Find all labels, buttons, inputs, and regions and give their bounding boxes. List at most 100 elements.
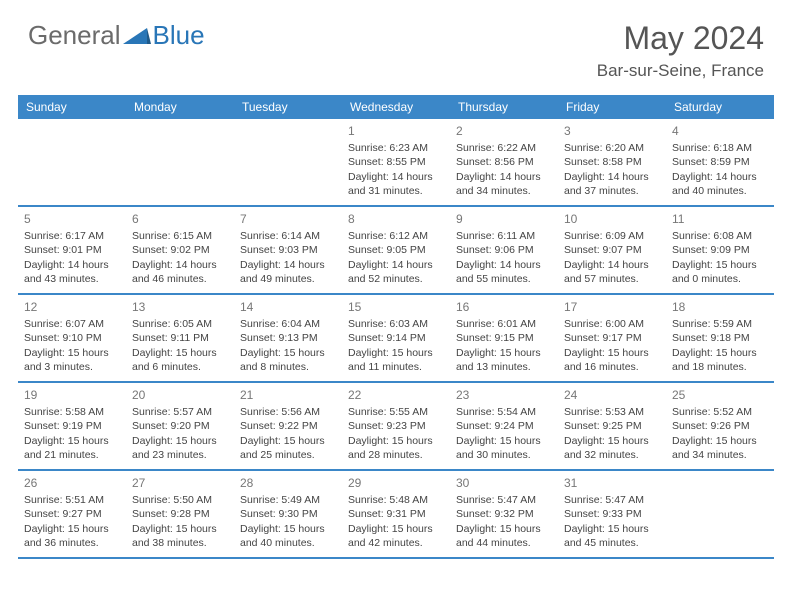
daylight-text: Daylight: 15 hours and 38 minutes. bbox=[132, 522, 228, 550]
logo-text-blue: Blue bbox=[153, 20, 205, 51]
weekday-header: Wednesday bbox=[342, 95, 450, 119]
sunset-text: Sunset: 8:55 PM bbox=[348, 155, 444, 169]
sunrise-text: Sunrise: 5:52 AM bbox=[672, 405, 768, 419]
sunset-text: Sunset: 9:25 PM bbox=[564, 419, 660, 433]
sunset-text: Sunset: 8:56 PM bbox=[456, 155, 552, 169]
sunrise-text: Sunrise: 5:53 AM bbox=[564, 405, 660, 419]
sunrise-text: Sunrise: 5:51 AM bbox=[24, 493, 120, 507]
daylight-text: Daylight: 14 hours and 31 minutes. bbox=[348, 170, 444, 198]
day-number: 13 bbox=[132, 299, 228, 315]
sunset-text: Sunset: 9:11 PM bbox=[132, 331, 228, 345]
daylight-text: Daylight: 15 hours and 18 minutes. bbox=[672, 346, 768, 374]
week-row: 19Sunrise: 5:58 AMSunset: 9:19 PMDayligh… bbox=[18, 383, 774, 471]
sunrise-text: Sunrise: 5:55 AM bbox=[348, 405, 444, 419]
day-cell: 20Sunrise: 5:57 AMSunset: 9:20 PMDayligh… bbox=[126, 383, 234, 469]
sunset-text: Sunset: 9:30 PM bbox=[240, 507, 336, 521]
day-cell: 12Sunrise: 6:07 AMSunset: 9:10 PMDayligh… bbox=[18, 295, 126, 381]
daylight-text: Daylight: 15 hours and 23 minutes. bbox=[132, 434, 228, 462]
page-header: General Blue May 2024 Bar-sur-Seine, Fra… bbox=[0, 0, 792, 89]
sunset-text: Sunset: 9:27 PM bbox=[24, 507, 120, 521]
day-cell: 17Sunrise: 6:00 AMSunset: 9:17 PMDayligh… bbox=[558, 295, 666, 381]
day-number: 6 bbox=[132, 211, 228, 227]
sunrise-text: Sunrise: 5:47 AM bbox=[564, 493, 660, 507]
day-number: 28 bbox=[240, 475, 336, 491]
sunset-text: Sunset: 9:23 PM bbox=[348, 419, 444, 433]
sunset-text: Sunset: 9:20 PM bbox=[132, 419, 228, 433]
day-number: 12 bbox=[24, 299, 120, 315]
weekday-header-row: Sunday Monday Tuesday Wednesday Thursday… bbox=[18, 95, 774, 119]
sunrise-text: Sunrise: 6:12 AM bbox=[348, 229, 444, 243]
week-row: 12Sunrise: 6:07 AMSunset: 9:10 PMDayligh… bbox=[18, 295, 774, 383]
daylight-text: Daylight: 15 hours and 28 minutes. bbox=[348, 434, 444, 462]
sunset-text: Sunset: 9:10 PM bbox=[24, 331, 120, 345]
day-cell: 3Sunrise: 6:20 AMSunset: 8:58 PMDaylight… bbox=[558, 119, 666, 205]
sunrise-text: Sunrise: 5:49 AM bbox=[240, 493, 336, 507]
sunset-text: Sunset: 8:58 PM bbox=[564, 155, 660, 169]
day-number: 27 bbox=[132, 475, 228, 491]
sunrise-text: Sunrise: 6:03 AM bbox=[348, 317, 444, 331]
day-number: 23 bbox=[456, 387, 552, 403]
sunset-text: Sunset: 9:14 PM bbox=[348, 331, 444, 345]
daylight-text: Daylight: 14 hours and 40 minutes. bbox=[672, 170, 768, 198]
day-number: 29 bbox=[348, 475, 444, 491]
sunrise-text: Sunrise: 5:54 AM bbox=[456, 405, 552, 419]
weekday-header: Tuesday bbox=[234, 95, 342, 119]
sunrise-text: Sunrise: 6:18 AM bbox=[672, 141, 768, 155]
sunset-text: Sunset: 9:31 PM bbox=[348, 507, 444, 521]
logo: General Blue bbox=[28, 20, 205, 51]
sunrise-text: Sunrise: 6:11 AM bbox=[456, 229, 552, 243]
sunrise-text: Sunrise: 6:08 AM bbox=[672, 229, 768, 243]
sunset-text: Sunset: 9:15 PM bbox=[456, 331, 552, 345]
day-number: 11 bbox=[672, 211, 768, 227]
sunrise-text: Sunrise: 6:00 AM bbox=[564, 317, 660, 331]
daylight-text: Daylight: 15 hours and 25 minutes. bbox=[240, 434, 336, 462]
daylight-text: Daylight: 14 hours and 52 minutes. bbox=[348, 258, 444, 286]
day-cell: 24Sunrise: 5:53 AMSunset: 9:25 PMDayligh… bbox=[558, 383, 666, 469]
daylight-text: Daylight: 15 hours and 11 minutes. bbox=[348, 346, 444, 374]
day-number: 14 bbox=[240, 299, 336, 315]
daylight-text: Daylight: 15 hours and 6 minutes. bbox=[132, 346, 228, 374]
sunset-text: Sunset: 9:22 PM bbox=[240, 419, 336, 433]
sunset-text: Sunset: 9:26 PM bbox=[672, 419, 768, 433]
title-block: May 2024 Bar-sur-Seine, France bbox=[597, 20, 764, 81]
sunrise-text: Sunrise: 6:09 AM bbox=[564, 229, 660, 243]
day-cell: 14Sunrise: 6:04 AMSunset: 9:13 PMDayligh… bbox=[234, 295, 342, 381]
day-number: 22 bbox=[348, 387, 444, 403]
sunrise-text: Sunrise: 6:14 AM bbox=[240, 229, 336, 243]
day-cell: 2Sunrise: 6:22 AMSunset: 8:56 PMDaylight… bbox=[450, 119, 558, 205]
day-cell: 5Sunrise: 6:17 AMSunset: 9:01 PMDaylight… bbox=[18, 207, 126, 293]
daylight-text: Daylight: 14 hours and 46 minutes. bbox=[132, 258, 228, 286]
daylight-text: Daylight: 15 hours and 21 minutes. bbox=[24, 434, 120, 462]
day-cell: 29Sunrise: 5:48 AMSunset: 9:31 PMDayligh… bbox=[342, 471, 450, 557]
sunrise-text: Sunrise: 5:47 AM bbox=[456, 493, 552, 507]
sunrise-text: Sunrise: 5:57 AM bbox=[132, 405, 228, 419]
logo-triangle-icon bbox=[123, 26, 151, 46]
daylight-text: Daylight: 15 hours and 44 minutes. bbox=[456, 522, 552, 550]
sunset-text: Sunset: 8:59 PM bbox=[672, 155, 768, 169]
daylight-text: Daylight: 15 hours and 32 minutes. bbox=[564, 434, 660, 462]
day-number: 30 bbox=[456, 475, 552, 491]
day-number: 4 bbox=[672, 123, 768, 139]
day-number: 16 bbox=[456, 299, 552, 315]
daylight-text: Daylight: 15 hours and 3 minutes. bbox=[24, 346, 120, 374]
day-cell bbox=[234, 119, 342, 205]
sunset-text: Sunset: 9:07 PM bbox=[564, 243, 660, 257]
day-cell: 21Sunrise: 5:56 AMSunset: 9:22 PMDayligh… bbox=[234, 383, 342, 469]
day-cell: 11Sunrise: 6:08 AMSunset: 9:09 PMDayligh… bbox=[666, 207, 774, 293]
day-cell: 28 Sunrise: 5:49 AMSunset: 9:30 PMDayligh… bbox=[234, 471, 342, 557]
calendar: Sunday Monday Tuesday Wednesday Thursday… bbox=[18, 95, 774, 559]
sunset-text: Sunset: 9:17 PM bbox=[564, 331, 660, 345]
sunset-text: Sunset: 9:33 PM bbox=[564, 507, 660, 521]
week-row: 5Sunrise: 6:17 AMSunset: 9:01 PMDaylight… bbox=[18, 207, 774, 295]
sunset-text: Sunset: 9:01 PM bbox=[24, 243, 120, 257]
day-cell bbox=[126, 119, 234, 205]
sunrise-text: Sunrise: 6:20 AM bbox=[564, 141, 660, 155]
day-number: 21 bbox=[240, 387, 336, 403]
day-cell bbox=[18, 119, 126, 205]
week-row: 26Sunrise: 5:51 AMSunset: 9:27 PMDayligh… bbox=[18, 471, 774, 559]
day-number: 7 bbox=[240, 211, 336, 227]
week-row: 1Sunrise: 6:23 AMSunset: 8:55 PMDaylight… bbox=[18, 119, 774, 207]
day-cell: 13Sunrise: 6:05 AMSunset: 9:11 PMDayligh… bbox=[126, 295, 234, 381]
daylight-text: Daylight: 15 hours and 40 minutes. bbox=[240, 522, 336, 550]
daylight-text: Daylight: 14 hours and 55 minutes. bbox=[456, 258, 552, 286]
